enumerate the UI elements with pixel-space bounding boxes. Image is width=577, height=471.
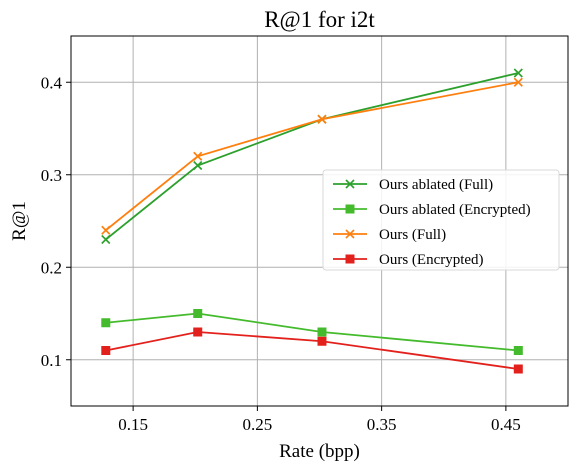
x-marker-stroke: [193, 151, 203, 161]
x-tick-label: 0.15: [118, 415, 148, 434]
x-marker-stroke: [513, 77, 523, 87]
y-tick-label: 0.4: [41, 73, 63, 92]
data-point: [317, 327, 327, 337]
series-layer: [101, 68, 523, 374]
x-marker-stroke: [345, 179, 355, 189]
y-axis-title: R@1: [9, 201, 30, 241]
series-line: [105, 331, 519, 370]
series-1: [101, 309, 523, 355]
x-marker-stroke: [513, 68, 523, 78]
series-line: [105, 81, 519, 231]
data-point: [193, 160, 203, 171]
data-point: [193, 309, 203, 318]
data-point: [101, 234, 111, 245]
series-line: [105, 72, 519, 241]
legend-marker: [345, 204, 355, 214]
x-tick-label: 0.35: [367, 415, 397, 434]
ticks: 0.15 0.25 0.35 0.45 0.1 0.2 0.3 0.4: [41, 73, 521, 434]
x-marker-stroke: [317, 114, 327, 124]
series-2: [101, 77, 523, 235]
plot-frame: [70, 35, 569, 407]
legend: Ours ablated (Full) Ours ablated (Encrypt…: [322, 169, 560, 271]
data-point: [317, 336, 327, 346]
data-point: [193, 151, 203, 161]
data-point: [513, 364, 523, 374]
x-axis-title: Rate (bpp): [279, 441, 360, 462]
data-point: [513, 346, 523, 355]
legend-label: Ours ablated (Encrypted): [379, 202, 531, 218]
y-tick-label: 0.1: [41, 351, 62, 370]
data-point: [101, 225, 111, 235]
y-tick-label: 0.2: [41, 258, 62, 277]
legend-label: Ours ablated (Full): [379, 177, 493, 193]
x-tick-label: 0.25: [243, 415, 273, 434]
x-marker-stroke: [345, 229, 355, 239]
data-point: [513, 77, 523, 87]
data-point: [513, 68, 523, 78]
series-line: [105, 312, 519, 352]
x-tick-label: 0.45: [491, 415, 521, 434]
data-point: [101, 346, 111, 355]
x-marker-stroke: [101, 234, 111, 245]
data-point: [317, 114, 327, 124]
x-marker-stroke: [193, 160, 203, 171]
data-point: [193, 327, 203, 337]
legend-box: [322, 169, 560, 271]
legend-marker: [345, 254, 355, 264]
series-3: [101, 327, 523, 374]
legend-label: Ours (Full): [379, 227, 446, 243]
y-tick-label: 0.3: [41, 166, 62, 185]
x-marker-stroke: [101, 225, 111, 235]
data-point: [101, 318, 111, 328]
legend-marker: [345, 229, 355, 239]
chart-title: R@1 for i2t: [264, 7, 375, 32]
legend-marker: [345, 179, 355, 189]
legend-label: Ours (Encrypted): [379, 252, 484, 268]
